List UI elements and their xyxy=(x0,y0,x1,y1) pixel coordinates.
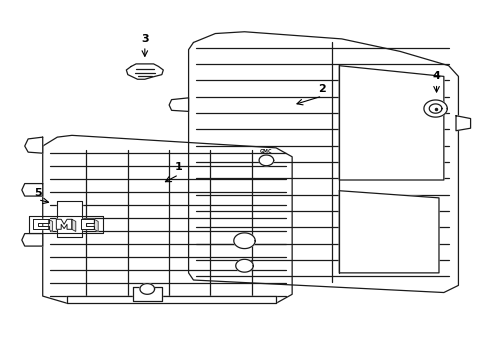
Polygon shape xyxy=(126,64,163,79)
Polygon shape xyxy=(57,202,81,237)
Polygon shape xyxy=(140,284,154,294)
Polygon shape xyxy=(81,219,94,229)
Polygon shape xyxy=(455,116,469,131)
Polygon shape xyxy=(42,135,291,303)
Polygon shape xyxy=(67,296,276,303)
Polygon shape xyxy=(22,234,42,246)
Polygon shape xyxy=(188,32,458,293)
Polygon shape xyxy=(428,104,441,113)
Polygon shape xyxy=(33,219,48,229)
Polygon shape xyxy=(233,233,255,249)
Text: 1: 1 xyxy=(175,162,183,172)
Polygon shape xyxy=(423,100,447,117)
Text: 4: 4 xyxy=(432,71,440,81)
Polygon shape xyxy=(259,155,273,166)
Polygon shape xyxy=(235,259,253,272)
Polygon shape xyxy=(48,219,52,231)
Polygon shape xyxy=(132,287,162,301)
Polygon shape xyxy=(25,137,42,153)
Polygon shape xyxy=(339,191,438,273)
Polygon shape xyxy=(72,219,76,231)
Polygon shape xyxy=(169,98,188,111)
Polygon shape xyxy=(22,184,42,196)
Text: 5: 5 xyxy=(34,188,41,198)
Polygon shape xyxy=(339,66,443,180)
Polygon shape xyxy=(94,219,98,231)
Polygon shape xyxy=(56,219,72,229)
Text: 3: 3 xyxy=(141,34,148,44)
Text: 2: 2 xyxy=(318,84,325,94)
Text: GMC: GMC xyxy=(260,149,272,154)
